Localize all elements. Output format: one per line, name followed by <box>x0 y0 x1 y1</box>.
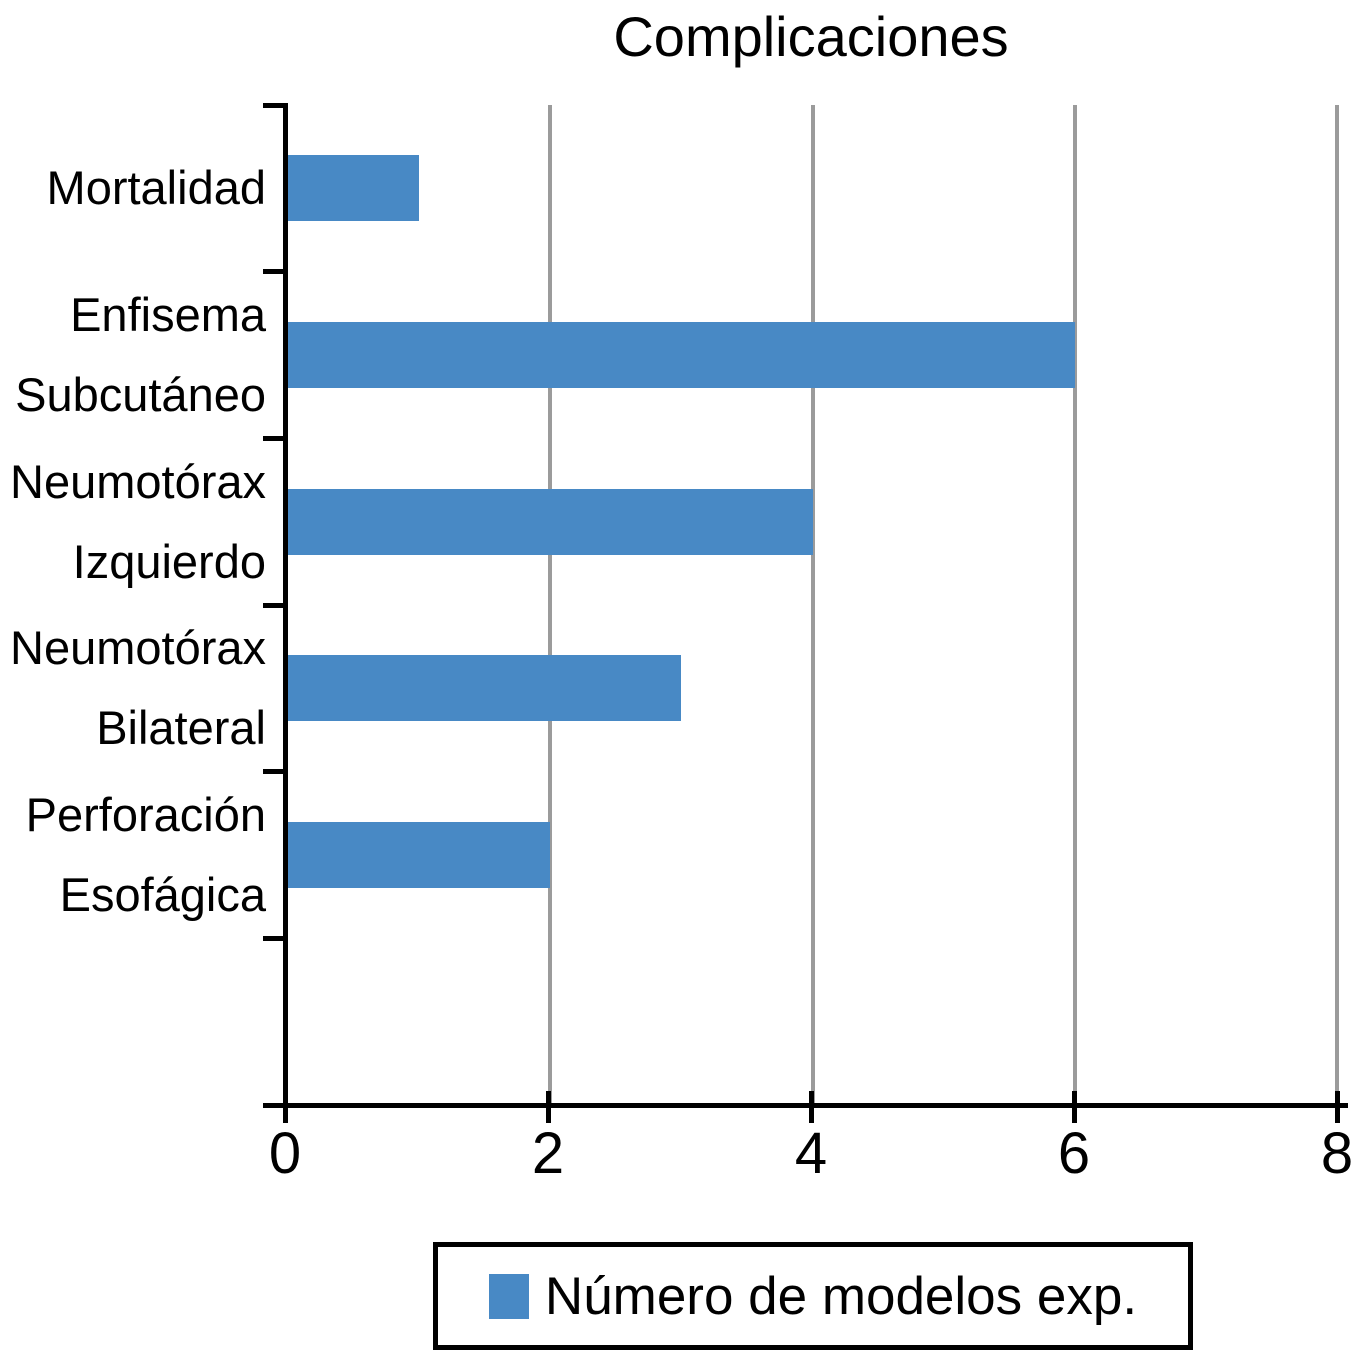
x-tick-label-8: 8 <box>1320 1121 1351 1186</box>
x-axis-line <box>263 1103 1348 1108</box>
x-tick-2 <box>545 1091 551 1123</box>
bar-3 <box>288 488 813 555</box>
category-label-2: Enfisema Subcutáneo <box>15 288 266 421</box>
x-tick-label-0: 0 <box>268 1121 302 1186</box>
y-tick-5 <box>263 935 285 941</box>
y-tick-3 <box>263 602 285 608</box>
category-label-4: Neumotórax Bilateral <box>10 621 266 755</box>
x-tick-4 <box>808 1091 814 1123</box>
y-tick-4 <box>263 769 285 775</box>
x-tick-label-4: 4 <box>794 1121 828 1186</box>
gridline-x-6 <box>1072 105 1077 1105</box>
gridline-x-8 <box>1335 105 1339 1105</box>
bar-2 <box>288 322 1075 388</box>
legend: Número de modelos exp. <box>433 1242 1193 1350</box>
chart-title: Complicaciones <box>613 5 1009 68</box>
bar-4 <box>288 655 682 722</box>
x-tick-label-2: 2 <box>531 1121 565 1186</box>
category-label-3: Neumotórax Izquierdo <box>10 454 266 588</box>
y-tick-6 <box>263 1103 285 1108</box>
y-tick-2 <box>263 435 285 441</box>
y-tick-1 <box>263 269 285 275</box>
category-label-1: Mortalidad <box>46 161 266 215</box>
x-tick-0 <box>282 1091 288 1123</box>
bar-1 <box>288 155 420 222</box>
y-tick-0 <box>263 103 285 108</box>
y-axis-line <box>283 103 288 1107</box>
x-tick-label-6: 6 <box>1057 1121 1091 1186</box>
legend-swatch-icon <box>488 1273 529 1319</box>
plot-area <box>288 105 1339 1105</box>
category-label-5: Perforación Esofágica <box>25 788 266 921</box>
gridline-x-2 <box>548 105 553 1105</box>
legend-label: Número de modelos exp. <box>544 1266 1138 1326</box>
y-axis-category-labels: Mortalidad Enfisema Subcutáneo Neumotórax Iz… <box>0 105 270 1105</box>
gridline-x-4 <box>810 105 815 1105</box>
bar-5 <box>288 822 551 888</box>
x-tick-6 <box>1071 1091 1077 1123</box>
x-tick-8 <box>1334 1091 1340 1123</box>
